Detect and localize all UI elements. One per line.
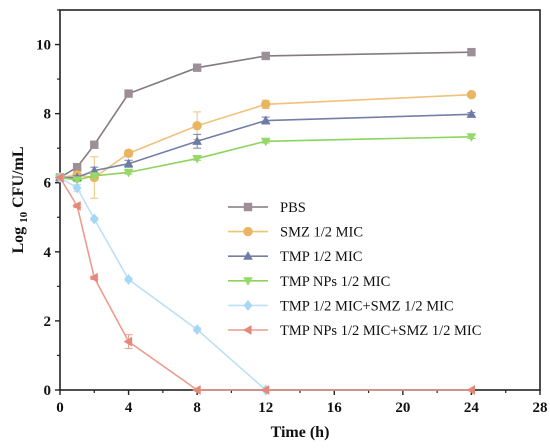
legend-label: TMP 1/2 MIC bbox=[280, 249, 362, 265]
x-tick-label: 28 bbox=[533, 400, 548, 416]
legend-label: TMP NPs 1/2 MIC+SMZ 1/2 MIC bbox=[280, 323, 481, 339]
legend: PBS SMZ 1/2 MIC TMP 1/2 MIC TMP NPs 1/2 MIC… bbox=[228, 200, 481, 339]
y-tick-label: 10 bbox=[36, 38, 51, 54]
legend-item: TMP NPs 1/2 MIC bbox=[228, 274, 390, 290]
legend-item: TMP 1/2 MIC bbox=[228, 249, 362, 265]
legend-item: PBS bbox=[228, 200, 306, 216]
y-tick-label: 2 bbox=[44, 314, 52, 330]
data-point bbox=[466, 385, 475, 395]
data-point bbox=[89, 165, 100, 175]
legend-item: TMP NPs 1/2 MIC+SMZ 1/2 MIC bbox=[228, 323, 481, 339]
x-tick-label: 4 bbox=[125, 400, 133, 416]
legend-marker bbox=[242, 325, 252, 335]
x-tick-label: 12 bbox=[258, 400, 273, 416]
data-point bbox=[260, 385, 270, 395]
legend-marker bbox=[243, 202, 253, 212]
legend-marker bbox=[243, 226, 253, 237]
series-5 bbox=[55, 172, 271, 396]
y-axis-title-subscript: 10 bbox=[18, 211, 30, 223]
data-point bbox=[192, 385, 201, 395]
data-point bbox=[90, 140, 99, 149]
data-point bbox=[467, 47, 476, 57]
legend-marker bbox=[243, 251, 253, 260]
data-point bbox=[123, 148, 134, 159]
x-tick-label: 20 bbox=[395, 400, 410, 416]
y-axis-title: Log 10 CFU/mL bbox=[10, 147, 31, 254]
data-point bbox=[72, 176, 82, 186]
legend-label: PBS bbox=[280, 200, 306, 216]
series-layer bbox=[54, 47, 477, 396]
data-point bbox=[124, 89, 133, 98]
data-point bbox=[192, 324, 202, 336]
data-point bbox=[192, 154, 202, 164]
y-axis-title-main: Log bbox=[10, 227, 27, 254]
legend-item: TMP 1/2 MIC+SMZ 1/2 MIC bbox=[228, 298, 454, 314]
series-line bbox=[59, 177, 472, 391]
data-point bbox=[89, 272, 98, 283]
series-4 bbox=[55, 133, 477, 186]
legend-label: SMZ 1/2 MIC bbox=[280, 225, 363, 241]
data-point bbox=[89, 172, 100, 181]
y-tick-label: 0 bbox=[44, 383, 52, 399]
x-tick-label: 0 bbox=[56, 400, 64, 416]
legend-item: SMZ 1/2 MIC bbox=[228, 225, 363, 241]
legend-label: TMP NPs 1/2 MIC bbox=[280, 274, 390, 290]
data-point bbox=[124, 273, 133, 285]
data-point bbox=[192, 121, 202, 131]
y-axis-title-unit: CFU/mL bbox=[10, 147, 27, 208]
data-point bbox=[72, 201, 81, 211]
data-point bbox=[261, 51, 270, 61]
data-point bbox=[466, 89, 477, 100]
series-1 bbox=[55, 47, 476, 182]
data-point bbox=[72, 162, 82, 172]
data-point bbox=[260, 115, 271, 125]
x-axis-title: Time (h) bbox=[271, 424, 330, 441]
y-tick-label: 4 bbox=[44, 245, 52, 261]
data-point bbox=[260, 137, 271, 147]
data-point bbox=[54, 172, 64, 183]
series-6 bbox=[54, 172, 475, 395]
legend-marker bbox=[243, 299, 253, 311]
legend-label: TMP 1/2 MIC+SMZ 1/2 MIC bbox=[280, 298, 454, 314]
data-point bbox=[192, 136, 202, 145]
data-point bbox=[123, 168, 134, 178]
x-tick-label: 8 bbox=[193, 400, 201, 416]
data-point bbox=[192, 63, 202, 72]
data-point bbox=[123, 158, 134, 168]
data-point bbox=[89, 213, 99, 225]
legend-marker bbox=[243, 277, 253, 286]
data-point bbox=[123, 336, 133, 347]
data-point bbox=[72, 182, 82, 194]
data-point bbox=[466, 109, 477, 118]
y-tick-label: 6 bbox=[44, 176, 52, 192]
data-point bbox=[261, 99, 271, 110]
x-tick-label: 24 bbox=[464, 400, 480, 416]
x-tick-label: 16 bbox=[327, 400, 343, 416]
series-line bbox=[59, 176, 267, 391]
data-point bbox=[466, 133, 477, 142]
y-tick-label: 8 bbox=[44, 107, 52, 123]
